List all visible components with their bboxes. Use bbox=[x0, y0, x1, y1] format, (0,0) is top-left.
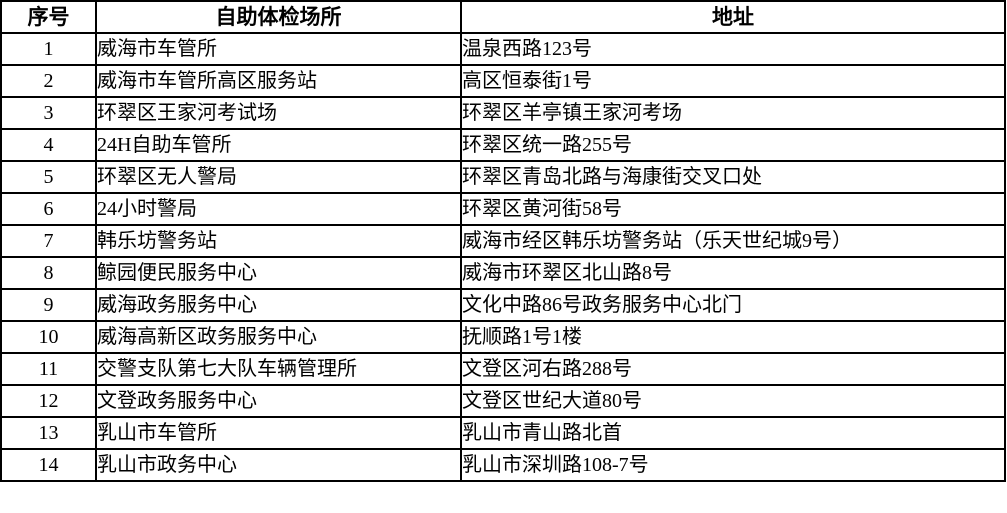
table-row: 6 24小时警局 环翠区黄河街58号 bbox=[0, 192, 1006, 226]
table-body: 1 威海市车管所 温泉西路123号 2 威海市车管所高区服务站 高区恒泰街1号 … bbox=[0, 32, 1006, 482]
address-cell: 威海市经区韩乐坊警务站（乐天世纪城9号） bbox=[460, 224, 1006, 258]
header-cell-address: 地址 bbox=[460, 0, 1006, 34]
row-number-cell: 6 bbox=[0, 192, 97, 226]
row-number-cell: 4 bbox=[0, 128, 97, 162]
address-cell: 高区恒泰街1号 bbox=[460, 64, 1006, 98]
table-row: 14 乳山市政务中心 乳山市深圳路108-7号 bbox=[0, 448, 1006, 482]
address-cell: 文化中路86号政务服务中心北门 bbox=[460, 288, 1006, 322]
table-row: 12 文登政务服务中心 文登区世纪大道80号 bbox=[0, 384, 1006, 418]
place-cell: 文登政务服务中心 bbox=[95, 384, 462, 418]
place-cell: 韩乐坊警务站 bbox=[95, 224, 462, 258]
table-row: 5 环翠区无人警局 环翠区青岛北路与海康街交叉口处 bbox=[0, 160, 1006, 194]
place-cell: 环翠区王家河考试场 bbox=[95, 96, 462, 130]
table-row: 1 威海市车管所 温泉西路123号 bbox=[0, 32, 1006, 66]
address-cell: 文登区世纪大道80号 bbox=[460, 384, 1006, 418]
table-row: 3 环翠区王家河考试场 环翠区羊亭镇王家河考场 bbox=[0, 96, 1006, 130]
row-number-cell: 7 bbox=[0, 224, 97, 258]
header-cell-no: 序号 bbox=[0, 0, 97, 34]
place-cell: 鲸园便民服务中心 bbox=[95, 256, 462, 290]
address-cell: 乳山市深圳路108-7号 bbox=[460, 448, 1006, 482]
row-number-cell: 12 bbox=[0, 384, 97, 418]
table-row: 4 24H自助车管所 环翠区统一路255号 bbox=[0, 128, 1006, 162]
place-cell: 24小时警局 bbox=[95, 192, 462, 226]
table-row: 11 交警支队第七大队车辆管理所 文登区河右路288号 bbox=[0, 352, 1006, 386]
place-cell: 威海市车管所高区服务站 bbox=[95, 64, 462, 98]
address-cell: 环翠区黄河街58号 bbox=[460, 192, 1006, 226]
table-row: 10 威海高新区政务服务中心 抚顺路1号1楼 bbox=[0, 320, 1006, 354]
address-cell: 文登区河右路288号 bbox=[460, 352, 1006, 386]
self-service-inspection-locations-table: 序号 自助体检场所 地址 1 威海市车管所 温泉西路123号 2 威海市车管所高… bbox=[0, 0, 1006, 482]
place-cell: 环翠区无人警局 bbox=[95, 160, 462, 194]
row-number-cell: 13 bbox=[0, 416, 97, 450]
row-number-cell: 11 bbox=[0, 352, 97, 386]
table-row: 2 威海市车管所高区服务站 高区恒泰街1号 bbox=[0, 64, 1006, 98]
place-cell: 威海市车管所 bbox=[95, 32, 462, 66]
table-header: 序号 自助体检场所 地址 bbox=[0, 0, 1006, 34]
place-cell: 乳山市政务中心 bbox=[95, 448, 462, 482]
place-cell: 威海高新区政务服务中心 bbox=[95, 320, 462, 354]
place-cell: 交警支队第七大队车辆管理所 bbox=[95, 352, 462, 386]
table-row: 8 鲸园便民服务中心 威海市环翠区北山路8号 bbox=[0, 256, 1006, 290]
header-cell-place: 自助体检场所 bbox=[95, 0, 462, 34]
address-cell: 环翠区羊亭镇王家河考场 bbox=[460, 96, 1006, 130]
row-number-cell: 5 bbox=[0, 160, 97, 194]
row-number-cell: 8 bbox=[0, 256, 97, 290]
row-number-cell: 2 bbox=[0, 64, 97, 98]
address-cell: 温泉西路123号 bbox=[460, 32, 1006, 66]
row-number-cell: 3 bbox=[0, 96, 97, 130]
table-row: 13 乳山市车管所 乳山市青山路北首 bbox=[0, 416, 1006, 450]
row-number-cell: 9 bbox=[0, 288, 97, 322]
row-number-cell: 1 bbox=[0, 32, 97, 66]
address-cell: 威海市环翠区北山路8号 bbox=[460, 256, 1006, 290]
address-cell: 环翠区统一路255号 bbox=[460, 128, 1006, 162]
row-number-cell: 10 bbox=[0, 320, 97, 354]
row-number-cell: 14 bbox=[0, 448, 97, 482]
place-cell: 24H自助车管所 bbox=[95, 128, 462, 162]
header-row: 序号 自助体检场所 地址 bbox=[0, 0, 1006, 34]
address-cell: 乳山市青山路北首 bbox=[460, 416, 1006, 450]
place-cell: 威海政务服务中心 bbox=[95, 288, 462, 322]
table-row: 9 威海政务服务中心 文化中路86号政务服务中心北门 bbox=[0, 288, 1006, 322]
address-cell: 抚顺路1号1楼 bbox=[460, 320, 1006, 354]
place-cell: 乳山市车管所 bbox=[95, 416, 462, 450]
address-cell: 环翠区青岛北路与海康街交叉口处 bbox=[460, 160, 1006, 194]
table-row: 7 韩乐坊警务站 威海市经区韩乐坊警务站（乐天世纪城9号） bbox=[0, 224, 1006, 258]
